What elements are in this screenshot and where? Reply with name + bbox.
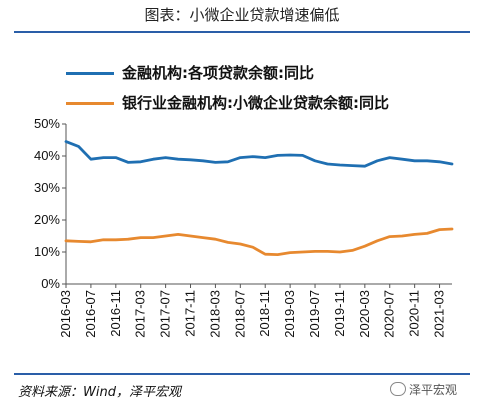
y-tick-label: 20% — [34, 212, 60, 227]
series-line-1 — [64, 140, 454, 168]
source-rule — [14, 373, 470, 375]
wechat-logo-icon — [390, 382, 406, 396]
x-tick-label: 2016-11 — [108, 290, 123, 337]
y-tick-label: 30% — [34, 180, 60, 195]
legend-swatch-series-2 — [66, 102, 114, 105]
x-tick-label: 2021-03 — [432, 290, 447, 338]
x-tick-label: 2019-07 — [307, 290, 322, 338]
x-tick-label: 2017-03 — [133, 290, 148, 338]
x-tick-label: 2018-03 — [207, 290, 222, 338]
x-tick-label: 2017-07 — [158, 290, 173, 338]
x-tick-label: 2020-07 — [382, 290, 397, 338]
x-tick-label: 2019-03 — [282, 290, 297, 338]
legend-label-series-2: 银行业金融机构:小微企业贷款余额:同比 — [122, 94, 389, 112]
y-tick-label: 0% — [41, 276, 60, 291]
series-line-2 — [64, 227, 454, 256]
x-tick-label: 2018-11 — [257, 290, 272, 337]
x-tick-label: 2016-07 — [83, 290, 98, 338]
title-rule — [14, 31, 470, 33]
source-note: 资料来源：Wind，泽平宏观 — [18, 385, 181, 400]
y-tick-label: 50% — [34, 116, 60, 131]
legend-swatch-series-1 — [66, 72, 114, 75]
x-tick-label: 2020-03 — [357, 290, 372, 338]
legend-label-series-1: 金融机构:各项贷款余额:同比 — [122, 64, 314, 82]
figure-title: 图表：小微企业贷款增速偏低 — [144, 6, 340, 24]
y-tick-label: 40% — [34, 148, 60, 163]
watermark: 泽平宏观 — [390, 381, 457, 398]
watermark-text: 泽平宏观 — [409, 383, 458, 397]
x-tick-label: 2020-11 — [407, 290, 422, 337]
x-tick-label: 2019-11 — [332, 290, 347, 337]
x-tick-label: 2017-11 — [183, 290, 198, 337]
y-tick-label: 10% — [34, 244, 60, 259]
x-tick-label: 2018-07 — [232, 290, 247, 338]
x-tick-label: 2016-03 — [58, 290, 73, 338]
